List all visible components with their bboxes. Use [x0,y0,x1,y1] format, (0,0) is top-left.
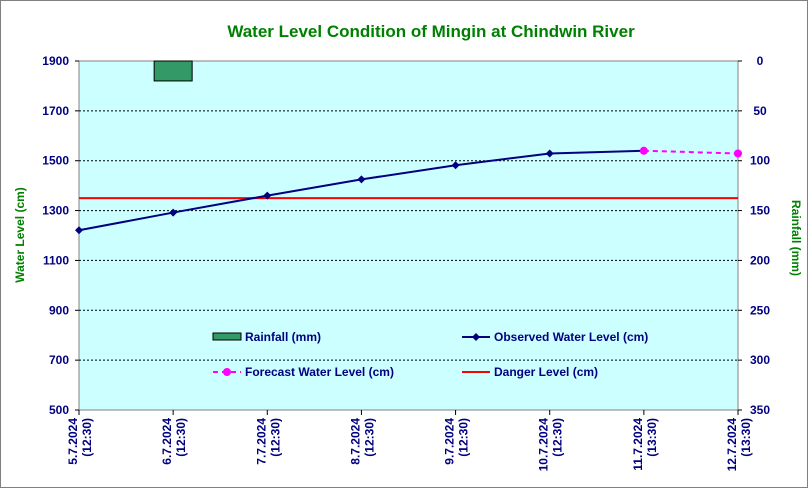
y2-tick-label: 100 [750,154,770,168]
y-tick-label: 500 [49,403,69,417]
legend-rainfall-swatch [212,332,242,341]
y-tick-label: 1100 [43,253,69,267]
x-tick-label: 6.7.2024 (12:30) [160,418,188,465]
y2-tick-label: 250 [750,303,770,317]
rainfall-bar [153,60,193,82]
x-tick-time: (12:30) [551,418,565,457]
x-tick-date: 7.7.2024 [254,418,268,465]
observed-point [75,226,83,235]
x-tick-date: 10.7.2024 [537,418,551,472]
x-tick-label: 7.7.2024 (12:30) [254,418,282,465]
x-tick-label: 11.7.2024 (13:30) [631,418,659,471]
y2-tick-label: 150 [750,204,770,218]
x-tick-date: 5.7.2024 [66,418,80,465]
legend-rainfall-label: Rainfall (mm) [245,330,321,344]
x-tick-label: 10.7.2024 (12:30) [537,418,565,472]
y2-tick-label: 50 [753,104,767,118]
x-axis-ticks: 5.7.2024 (12:30) 6.7.2024 (12:30) 7.7.2024 (1… [66,410,753,471]
x-tick-label: 5.7.2024 (12:30) [66,418,94,465]
x-tick-time: (12:30) [174,418,188,457]
legend-danger-label: Danger Level (cm) [494,365,598,379]
plot-area [78,60,739,411]
y-tick-label: 1300 [42,204,69,218]
observed-point [169,208,178,217]
x-tick-date: 6.7.2024 [160,418,174,465]
x-tick-label: 12.7.2024 (13:30) [725,418,753,472]
legend-observed-marker [472,333,480,341]
x-tick-label: 8.7.2024 (12:30) [348,418,376,465]
x-tick-time: (13:30) [739,418,753,457]
y-tick-label: 1500 [42,154,69,168]
y-axis-label: Water Level (cm) [13,187,27,283]
y-tick-label: 900 [49,303,69,317]
grid-lines [79,110,738,361]
y2-axis-ticks: 0 50 100 150 200 250 300 350 [738,54,770,417]
y2-axis-label: Rainfall (mm) [789,200,803,276]
y2-tick-label: 0 [757,54,764,68]
observed-point [451,161,460,170]
y-axis-ticks: 500 700 900 1100 1300 1500 1700 1900 [42,54,79,417]
x-tick-date: 11.7.2024 [631,418,645,471]
observed-point [545,149,554,158]
x-tick-time: (12:30) [457,418,471,457]
x-tick-date: 12.7.2024 [725,418,739,472]
forecast-line [643,149,739,155]
y-tick-label: 1900 [42,54,69,68]
y2-tick-label: 200 [750,253,770,267]
forecast-point [734,149,742,158]
legend-observed-label: Observed Water Level (cm) [494,330,648,344]
x-tick-date: 9.7.2024 [443,418,457,465]
series-lines [75,146,742,235]
legend: Rainfall (mm) Observed Water Level (cm) Fo… [212,330,648,379]
chart-title: Water Level Condition of Mingin at Chind… [227,22,635,41]
x-tick-date: 8.7.2024 [348,418,362,465]
x-tick-time: (13:30) [645,418,659,457]
legend-forecast-marker [223,368,231,376]
x-tick-time: (12:30) [362,418,376,457]
x-tick-time: (12:30) [80,418,94,457]
y2-tick-label: 350 [750,403,770,417]
rainfall-bars [153,60,193,82]
forecast-point [639,146,648,155]
y2-tick-label: 300 [750,353,770,367]
legend-forecast-label: Forecast Water Level (cm) [245,365,394,379]
x-tick-time: (12:30) [268,418,282,457]
y-tick-label: 700 [49,353,69,367]
observed-point [263,191,272,200]
y-tick-label: 1700 [42,104,69,118]
x-tick-label: 9.7.2024 (12:30) [443,418,471,465]
observed-point [357,175,366,184]
